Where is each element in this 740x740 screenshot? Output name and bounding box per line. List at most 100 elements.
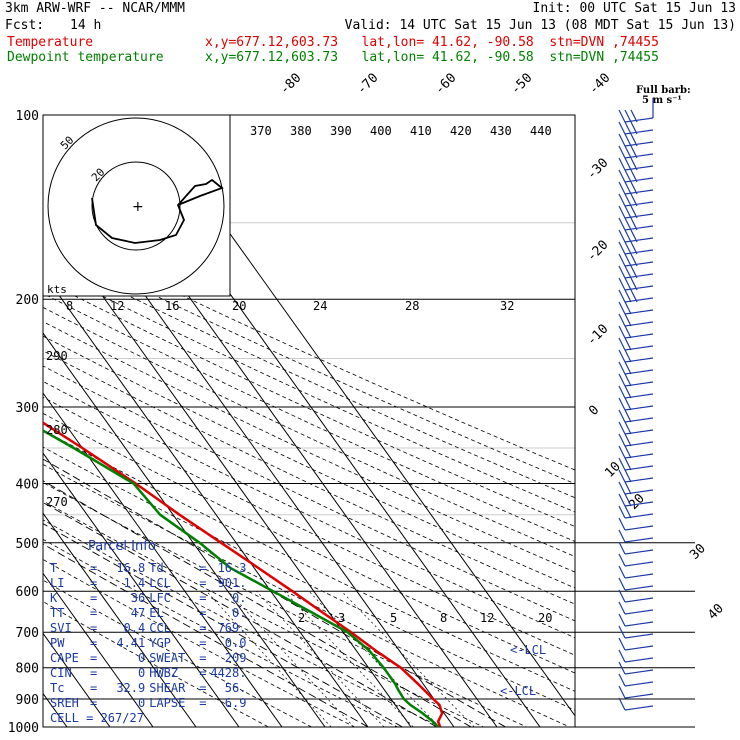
wind-barb-flag [624,373,632,387]
parcel-eq: = [90,651,98,665]
wind-barb-shaft [624,573,654,579]
wind-barb [618,397,654,411]
wind-barb-flag [624,361,632,375]
hodograph-ring [91,161,181,251]
wind-barb-flag [618,277,626,291]
wind-barb-flag [618,217,626,231]
init-time: Init: 00 UTC Sat 15 Jun 13 [532,1,737,16]
dry-adiabat-line [43,463,571,727]
model-title: 3km ARW-WRF -- NCAR/MMM [5,1,186,16]
wind-barb-shaft [624,321,654,327]
pressure-label: 900 [16,693,39,708]
wind-barb [618,649,654,663]
dry-adiabat-line [43,266,575,513]
isotherm-label: 0 [586,403,602,419]
parcel-value: 769. [217,621,247,635]
hodograph-center: + [132,199,144,215]
wind-barb-shaft [624,141,654,147]
parcel-value: 4.41 [116,636,146,650]
wind-barb-flag [624,145,632,159]
parcel-label: LI [50,576,65,590]
wind-barb-flag [624,301,632,315]
wind-barb-flag [630,109,638,123]
wind-barb [618,157,654,171]
wind-barb [618,613,654,627]
wind-barb-shaft [624,489,654,495]
wind-barb-shaft [624,465,654,471]
wind-barb [618,145,654,159]
parcel-label: CAPE [50,651,79,665]
parcel-value: 32.9 [116,681,146,695]
wind-barb-shaft [624,201,654,207]
dewpoint-legend: Dewpoint temperature [7,50,164,65]
wind-barb-flag [624,337,632,351]
parcel-eq: = [90,576,98,590]
parcel-row: CAPE = 0 SWEAT = 209 [50,651,246,666]
dry-adiabat-line [43,538,399,727]
parcel-eq: = [90,666,98,680]
dry-adiabat-line [43,446,575,711]
parcel-cell: CELL = 267/27 [50,711,144,725]
wind-barb-flag [618,121,626,135]
wind-barb [618,493,654,507]
isotherm-line [43,512,197,727]
wind-barb-shaft [624,333,654,339]
wind-barb-flag [624,265,632,279]
diagram-frame [42,114,576,728]
wind-barb-shaft [624,189,654,195]
wind-barb-flag [618,553,626,567]
wind-barb-flag [624,217,632,231]
wind-barb-flag [618,601,626,615]
isotherm-label: -50 [508,71,535,98]
hodograph-trace [91,178,224,244]
parcel-eq: = [199,576,207,590]
parcel-row: PW = 4.41 YGP = 0.0 [50,636,246,651]
wind-barb-flag [624,397,632,411]
valid-time: Valid: 14 UTC Sat 15 Jun 13 (08 MDT Sat … [344,18,736,33]
wind-barb [618,517,654,531]
wind-barb-flag [618,337,626,351]
pressure-label: 1000 [8,721,39,736]
wind-barb [618,589,654,603]
wind-barb-flag [624,469,632,483]
parcel-eq: = [199,651,207,665]
wind-barb-flag [618,241,626,255]
parcel-label: EL [149,606,164,620]
wind-barb [618,625,654,639]
parcel-label: T [50,561,58,575]
isotherm-line [43,272,369,727]
theta-label: 370 [250,124,272,138]
wind-barb-shaft [624,561,654,567]
wind-barb-flag [618,145,626,159]
parcel-value: 0. [232,591,247,605]
parcel-row: CIN = 0 HWBZ = 4428. [50,666,246,681]
wind-barb-shaft [624,309,654,315]
wind-barb-shaft [624,597,654,603]
wind-barb-flag [630,217,638,231]
parcel-label: SWEAT [149,651,186,665]
wind-barb-flag [618,313,626,327]
wind-barb-shaft [624,117,654,123]
wind-barb-shaft [624,213,654,219]
temperature-location: x,y=677.12,603.73 lat,lon= 41.62, -90.58… [205,35,659,50]
theta-label: 400 [370,124,392,138]
parcel-value: 0 [138,666,146,680]
wind-barb-flag [624,313,632,327]
wind-barb-shaft [624,381,654,387]
isotherm-label: 30 [687,541,709,563]
wind-barb-flag [624,409,632,423]
speed-label: 8 [66,299,73,313]
hodograph-ring [47,117,225,295]
wind-barb-flag [624,421,632,435]
parcel-value: 0 [138,651,146,665]
wind-barb-flag [624,385,632,399]
isotherm-label: -80 [277,71,304,98]
moist-adiabat-line [43,523,403,727]
parcel-value: 901. [217,576,247,590]
wind-barb [618,529,654,543]
theta-label: 440 [530,124,552,138]
theta-label: 430 [490,124,512,138]
wind-barb-flag [618,253,626,267]
wind-barb-flag [630,133,638,147]
